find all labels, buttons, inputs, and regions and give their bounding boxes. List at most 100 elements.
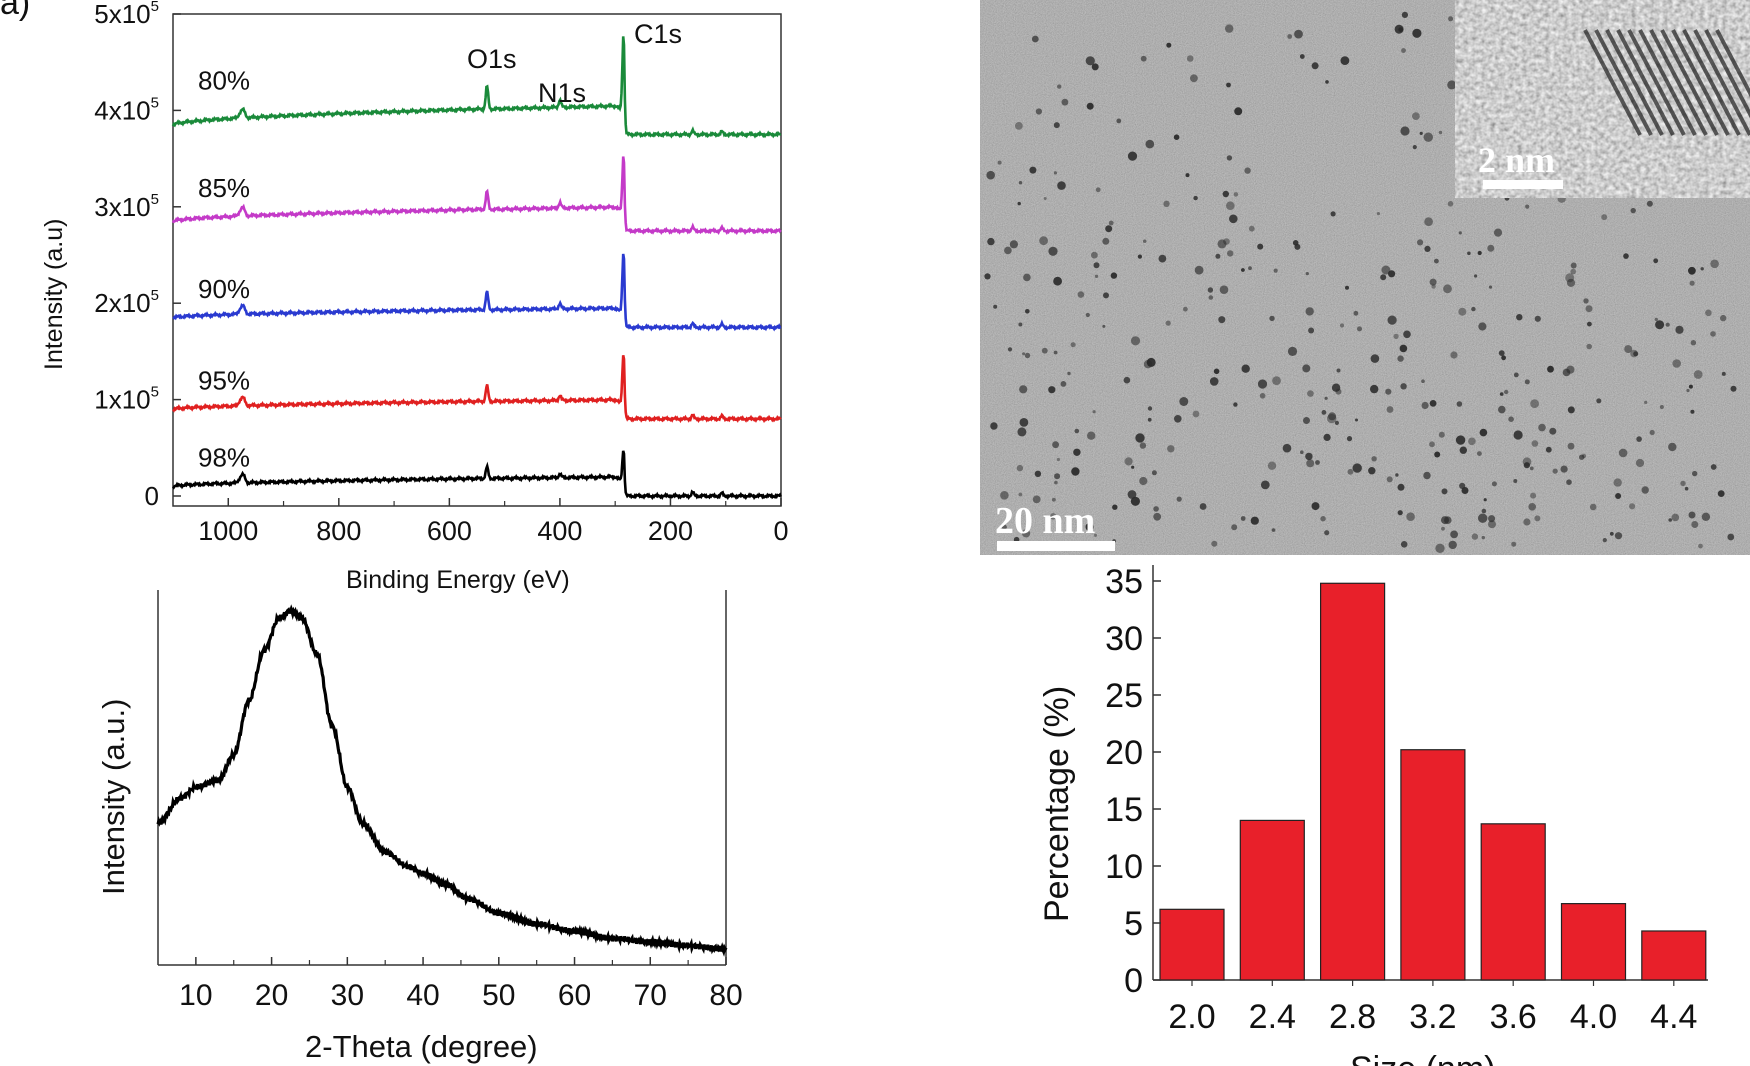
nanoparticle [1151,470,1157,476]
nanoparticle [1143,360,1153,369]
xps-x-tick-label: 800 [316,516,361,546]
nanoparticle [1547,365,1554,373]
xrd-x-ticks: 10 20 30 40 50 60 70 80 [179,957,743,1012]
nanoparticle [1690,340,1697,346]
nanoparticle [1459,482,1466,489]
nanoparticle [1007,347,1013,352]
nanoparticle [1684,486,1689,491]
nanoparticle [1282,443,1292,453]
nanoparticle [1093,533,1098,538]
nanoparticle [1306,459,1315,468]
nanoparticle [1067,371,1071,376]
nanoparticle [1085,56,1095,66]
lattice-fringe [1660,29,1719,136]
nanoparticle [1135,433,1145,443]
histogram-y-tick-label: 10 [1105,848,1143,886]
nanoparticle [1504,389,1509,395]
nanoparticle [1207,287,1214,293]
nanoparticle [1183,306,1188,312]
nanoparticle [1447,80,1457,90]
nanoparticle [1499,392,1504,396]
nanoparticle [1491,481,1497,487]
nanoparticle [1560,465,1568,473]
histogram-bar [1560,903,1627,981]
peak-label-n1s: N1s [538,78,586,108]
xps-plot-frame [172,13,782,507]
lattice-fringe [1704,29,1750,119]
nanoparticle [1471,306,1476,312]
nanoparticle [1017,201,1021,206]
nanoparticle [1336,368,1341,373]
nanoparticle [1077,291,1085,298]
nanoparticle [1185,173,1190,178]
nanoparticle [1190,74,1198,83]
peak-label-c1s: C1s [634,19,682,49]
nanoparticle [1323,433,1331,441]
nanoparticle [1649,429,1655,436]
nanoparticle [1074,428,1080,434]
nanoparticle [1471,533,1479,540]
nanoparticle [1614,532,1623,540]
nanoparticle [1477,250,1482,256]
nanoparticle [1441,516,1449,525]
xrd-series-group [156,604,728,957]
nanoparticle [1103,292,1109,299]
nanoparticle [986,170,995,180]
nanoparticle [1671,513,1680,522]
nanoparticle [1022,352,1026,356]
nanoparticle [1056,457,1060,462]
nanoparticle [1468,437,1476,446]
nanoparticle [1315,460,1320,465]
peak-label-o1s: O1s [467,44,517,74]
nanoparticle [1371,456,1377,462]
nanoparticle [1624,345,1633,354]
xps-chart: a) 80% 85% 90% 95% 98% 1000 800 600 400 200 0 0 1x… [0,0,789,594]
lattice-fringe [1682,29,1741,136]
nanoparticle [1257,379,1268,389]
nanoparticle [1272,376,1281,386]
lattice-fringe [1627,29,1686,136]
histogram-y-tick-label: 25 [1105,677,1143,715]
nanoparticle [1412,112,1420,120]
nanoparticle [1147,406,1153,411]
nanoparticle [1226,155,1233,161]
xrd-x-tick-label: 10 [179,979,212,1012]
nanoparticle [1400,126,1410,136]
nanoparticle [1053,171,1057,175]
nanoparticle [997,160,1002,165]
histogram-bar [1159,908,1225,981]
nanoparticle [1241,364,1250,373]
nanoparticle [1311,62,1319,70]
xrd-series-line [156,604,728,957]
nanoparticle [1108,220,1114,226]
xps-x-tick-label: 400 [537,516,582,546]
nanoparticle [1019,418,1029,427]
nanoparticle [1441,488,1448,495]
nanoparticle [1447,201,1454,207]
nanoparticle [1623,253,1629,259]
nanoparticle [1025,309,1030,314]
nanoparticle [1438,431,1445,438]
nanoparticle [1130,336,1141,346]
histogram-y-axis-label: Percentage (%) [1038,686,1076,922]
nanoparticle [1147,417,1152,422]
nanoparticle [1339,323,1345,328]
nanoparticle [1173,134,1180,140]
histogram-y-ticks: 0 5 10 15 20 25 30 35 [1105,563,1161,1000]
nanoparticle [1646,200,1653,207]
nanoparticle [1566,479,1572,486]
nanoparticle [1487,244,1495,252]
nanoparticle [1579,454,1585,460]
nanoparticle [1226,82,1231,88]
xps-x-tick-label: 0 [773,516,788,546]
nanoparticle [1018,492,1023,497]
nanoparticle [1400,383,1407,390]
nanoparticle [1192,410,1200,418]
nanoparticle [1478,513,1488,523]
nanoparticle [1567,406,1575,414]
nanoparticle [1226,201,1235,210]
nanoparticle [1352,463,1362,473]
nanoparticle [1566,278,1576,287]
xps-y-tick-base: 2x10 [94,288,150,318]
nanoparticle [1153,512,1162,521]
